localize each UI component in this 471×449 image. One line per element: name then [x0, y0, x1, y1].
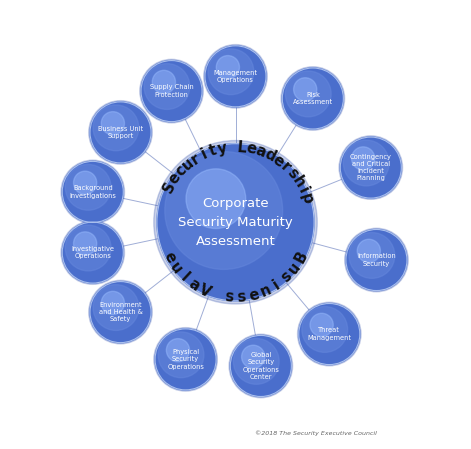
Circle shape: [93, 105, 139, 151]
Circle shape: [165, 152, 283, 269]
Circle shape: [101, 291, 124, 315]
Circle shape: [62, 222, 123, 283]
Circle shape: [155, 329, 216, 390]
Circle shape: [285, 71, 331, 117]
Circle shape: [89, 280, 152, 344]
Text: Contingency
and Critical
Incident
Planning: Contingency and Critical Incident Planni…: [350, 154, 392, 181]
Text: Supply Chain
Protection: Supply Chain Protection: [150, 84, 194, 98]
Text: V: V: [197, 282, 213, 300]
Text: l: l: [178, 270, 191, 284]
Circle shape: [186, 169, 246, 229]
Circle shape: [140, 59, 203, 123]
Text: i: i: [270, 277, 283, 292]
Circle shape: [152, 70, 176, 93]
Circle shape: [346, 229, 407, 291]
Circle shape: [343, 140, 389, 186]
Text: e: e: [160, 250, 178, 265]
Text: B: B: [292, 249, 311, 266]
Text: r: r: [278, 159, 293, 175]
Circle shape: [73, 232, 97, 255]
Text: u: u: [286, 259, 304, 277]
Circle shape: [90, 102, 151, 163]
Text: Information
Security: Information Security: [357, 253, 396, 267]
Circle shape: [302, 307, 348, 352]
Text: Environment
and Health &
Safety: Environment and Health & Safety: [98, 302, 142, 322]
Circle shape: [298, 302, 361, 366]
Circle shape: [230, 335, 292, 396]
Circle shape: [281, 67, 345, 130]
Text: r: r: [188, 150, 203, 167]
Circle shape: [154, 328, 217, 391]
Circle shape: [73, 171, 97, 194]
Circle shape: [61, 160, 124, 224]
Circle shape: [90, 282, 151, 343]
Text: t: t: [208, 142, 219, 159]
Circle shape: [93, 285, 139, 330]
Circle shape: [101, 112, 124, 135]
Circle shape: [310, 313, 333, 336]
Circle shape: [141, 61, 202, 122]
Circle shape: [144, 64, 190, 110]
Circle shape: [158, 332, 204, 378]
Circle shape: [61, 221, 124, 284]
Text: u: u: [179, 155, 196, 174]
Text: i: i: [295, 185, 311, 195]
Text: Risk
Assessment: Risk Assessment: [293, 92, 333, 105]
Text: a: a: [186, 276, 203, 294]
Text: Business Unit
Support: Business Unit Support: [98, 126, 143, 139]
Circle shape: [89, 101, 152, 164]
Text: s: s: [237, 289, 247, 305]
Text: Global
Security
Operations
Center: Global Security Operations Center: [243, 352, 279, 380]
Circle shape: [349, 233, 395, 278]
Circle shape: [339, 136, 403, 199]
Text: s: s: [224, 289, 234, 305]
Text: p: p: [298, 192, 316, 207]
Text: Physical
Security
Operations: Physical Security Operations: [167, 349, 204, 370]
Circle shape: [299, 304, 360, 365]
Text: y: y: [217, 140, 228, 157]
Circle shape: [154, 141, 317, 304]
Circle shape: [345, 228, 408, 292]
Text: ©2018 The Security Executive Council: ©2018 The Security Executive Council: [255, 430, 377, 436]
Circle shape: [233, 339, 279, 384]
Circle shape: [357, 239, 381, 263]
Circle shape: [157, 144, 314, 301]
Text: d: d: [262, 146, 278, 165]
Text: S: S: [160, 179, 179, 195]
Text: e: e: [245, 141, 258, 158]
Text: Investigative
Operations: Investigative Operations: [71, 246, 114, 259]
Text: s: s: [278, 269, 295, 286]
Circle shape: [65, 164, 111, 210]
Text: s: s: [284, 166, 301, 182]
Text: Management
Operations: Management Operations: [213, 70, 258, 83]
Text: Background
Investigations: Background Investigations: [69, 185, 116, 198]
Circle shape: [204, 44, 267, 108]
Text: Corporate
Security Maturity
Assessment: Corporate Security Maturity Assessment: [178, 197, 293, 248]
Text: e: e: [270, 152, 287, 170]
Circle shape: [340, 137, 401, 198]
Text: h: h: [289, 173, 308, 190]
Circle shape: [229, 334, 292, 398]
Text: L: L: [237, 140, 247, 155]
Circle shape: [216, 56, 239, 79]
Text: i: i: [199, 146, 210, 162]
Text: u: u: [167, 259, 185, 277]
Circle shape: [65, 225, 111, 271]
Text: e: e: [165, 170, 183, 187]
Circle shape: [293, 78, 317, 101]
Circle shape: [62, 161, 123, 222]
Text: e: e: [247, 286, 261, 304]
Circle shape: [166, 339, 189, 362]
Circle shape: [242, 345, 265, 369]
Text: Threat
Management: Threat Management: [307, 327, 351, 341]
Circle shape: [351, 147, 375, 170]
Circle shape: [208, 49, 254, 95]
Circle shape: [282, 68, 343, 129]
Text: n: n: [258, 282, 274, 300]
Circle shape: [205, 46, 266, 107]
Text: c: c: [172, 163, 189, 180]
Text: a: a: [254, 143, 268, 160]
